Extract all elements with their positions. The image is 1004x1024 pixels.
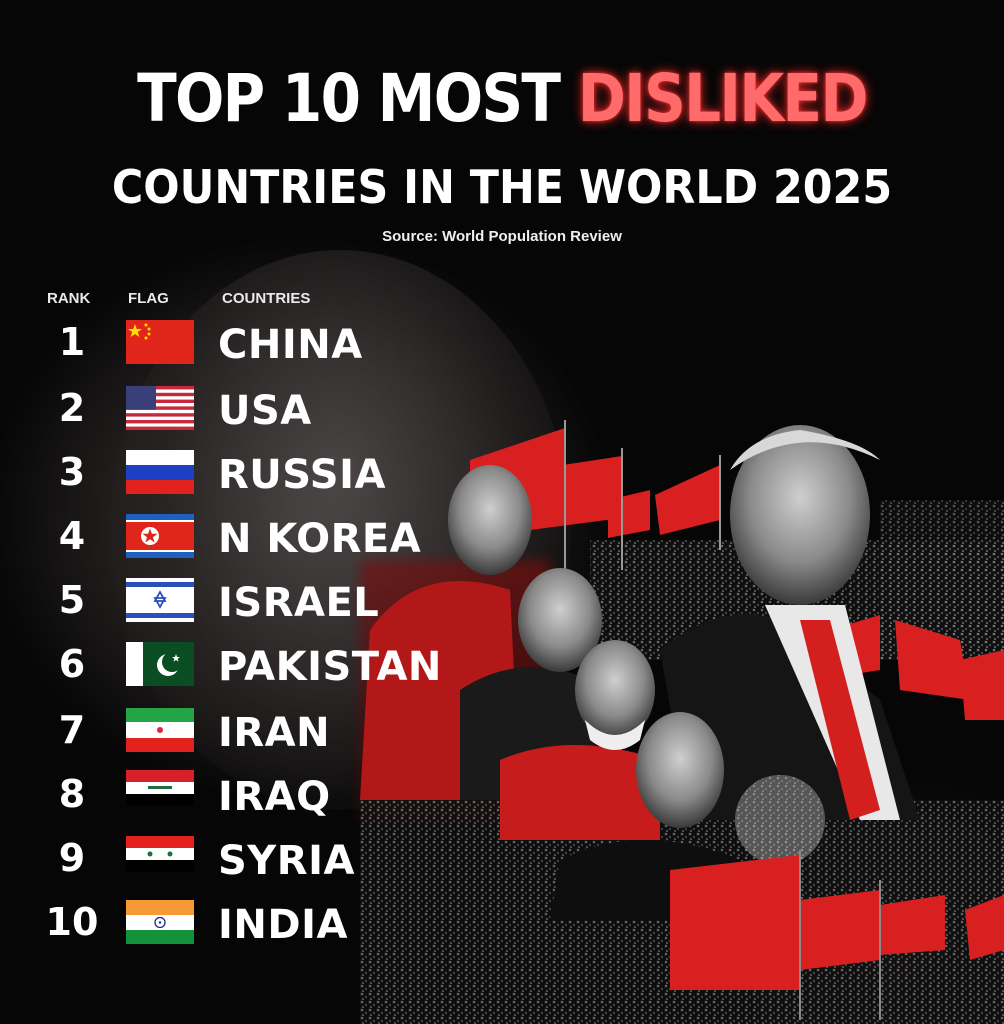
source-note: Source: World Population Review <box>382 228 622 245</box>
russia-flag-icon <box>126 450 194 494</box>
country-name: CHINA <box>218 322 363 368</box>
rank-number: 7 <box>58 708 86 752</box>
rank-number: 9 <box>58 836 86 880</box>
leaders-collage-artwork <box>360 420 1004 1024</box>
country-name: INDIA <box>218 902 348 948</box>
rank-number: 6 <box>58 642 86 686</box>
iraq-flag-icon <box>126 770 194 806</box>
country-name: USA <box>218 388 312 434</box>
iran-flag-icon <box>126 708 194 752</box>
country-name: IRAQ <box>218 774 331 820</box>
rank-number: 2 <box>58 386 86 430</box>
country-name: IRAN <box>218 710 331 756</box>
title-prefix: TOP 10 MOST <box>137 60 561 137</box>
pakistan-flag-icon <box>126 642 194 686</box>
country-name: RUSSIA <box>218 452 386 498</box>
header-countries: COUNTRIES <box>222 290 311 307</box>
country-name: ISRAEL <box>218 580 380 626</box>
main-title: TOP 10 MOST DISLIKED <box>60 66 944 132</box>
israel-flag-icon <box>126 578 194 622</box>
syria-flag-icon <box>126 836 194 872</box>
header-rank: RANK <box>47 290 91 307</box>
india-flag-icon <box>126 900 194 944</box>
rank-number: 3 <box>58 450 86 494</box>
country-name: PAKISTAN <box>218 644 442 690</box>
north-korea-flag-icon <box>126 514 194 558</box>
country-name: SYRIA <box>218 838 355 884</box>
rank-number: 8 <box>58 772 86 816</box>
rank-number: 10 <box>45 900 99 944</box>
subtitle: COUNTRIES IN THE WORLD 2025 <box>111 160 893 214</box>
rank-number: 1 <box>58 320 86 364</box>
rank-number: 5 <box>58 578 86 622</box>
usa-flag-icon <box>126 386 194 430</box>
china-flag-icon <box>126 320 194 364</box>
rank-number: 4 <box>58 514 86 558</box>
country-name: N KOREA <box>218 516 422 562</box>
title-highlight: DISLIKED <box>577 60 869 137</box>
header-flag: FLAG <box>128 290 169 307</box>
